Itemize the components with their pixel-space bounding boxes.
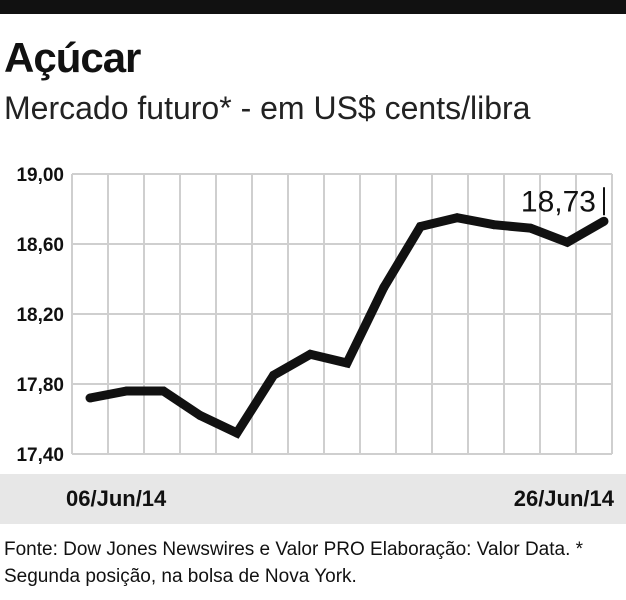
top-rule [0,0,626,14]
data-point [489,220,499,230]
x-tick-label-start: 06/Jun/14 [66,486,167,511]
data-point [379,283,389,293]
y-tick-label: 18,60 [16,235,64,256]
data-point [232,428,242,438]
source-note: Fonte: Dow Jones Newswires e Valor PRO E… [4,539,584,587]
series-line [89,213,607,439]
data-point [452,213,462,223]
y-tick-label: 18,20 [16,305,64,326]
chart-subtitle: Mercado futuro* - em US$ cents/libra [4,90,531,126]
data-point [562,237,572,247]
line-chart: 17,40 17,80 18,20 18,60 19,00 18,73 [16,165,613,466]
chart-title: Açúcar [4,34,141,81]
x-tick-label-end: 26/Jun/14 [513,486,614,511]
data-point [599,216,609,226]
data-point [158,386,168,396]
data-point [305,349,315,359]
y-tick-labels: 17,40 17,80 18,20 18,60 19,00 [16,165,64,466]
data-point [526,223,536,233]
y-tick-label: 17,40 [16,445,64,466]
data-point [342,358,352,368]
last-value-label: 18,73 [521,185,596,218]
data-points [85,213,609,438]
y-tick-label: 17,80 [16,375,64,396]
y-tick-label: 19,00 [16,165,64,186]
data-point [122,386,132,396]
data-point [195,411,205,420]
data-point [415,222,425,231]
data-point [269,370,279,380]
data-point [85,393,95,403]
x-axis-band [0,474,626,524]
